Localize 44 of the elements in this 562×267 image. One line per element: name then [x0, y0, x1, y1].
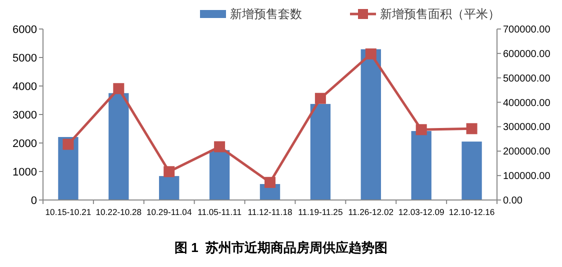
- bar: [58, 137, 78, 200]
- y2-tick-label: 500000.00: [503, 73, 551, 84]
- x-tick-label: 11.19-11.25: [298, 207, 343, 217]
- x-tick-label: 12.03-12.09: [398, 207, 444, 217]
- bar: [209, 150, 230, 200]
- y2-tick-label: 300000.00: [503, 122, 551, 134]
- y2-tick-label: 600000.00: [503, 48, 551, 60]
- bar: [310, 104, 331, 200]
- bar: [411, 131, 432, 200]
- text: 图 1 苏州市近期商品房周供应趋势图: [174, 240, 388, 255]
- x-tick-label: 10.22-10.28: [96, 207, 142, 217]
- x-tick-label: 10.15-10.21: [45, 207, 92, 217]
- x-tick-label: 11.26-12.02: [348, 207, 394, 217]
- point: [113, 83, 124, 94]
- bar: [108, 93, 129, 200]
- point: [466, 123, 478, 134]
- x-tick-label: 11.12-11.18: [248, 207, 293, 217]
- point: [164, 166, 175, 178]
- x-tick-label: 11.05-11.11: [198, 207, 242, 217]
- point: [214, 141, 226, 152]
- y2-tick-label: 0.00: [503, 196, 523, 206]
- y-tick-label: 0: [30, 194, 37, 207]
- bar: [360, 49, 381, 200]
- x-tick-label: 12.10-12.16: [448, 207, 495, 217]
- point: [264, 176, 276, 188]
- bar: [462, 142, 482, 200]
- y2-tick-label: 200000.00: [503, 146, 551, 158]
- bar: [159, 176, 180, 200]
- y-tick-label: 2000: [12, 138, 37, 150]
- y2-tick-label: 700000.00: [503, 24, 551, 36]
- y2-tick-label: 100000.00: [503, 171, 551, 182]
- y-tick-label: 3000: [12, 109, 37, 122]
- legend-label: 新增预售面积（平米）: [380, 7, 500, 22]
- point: [62, 138, 74, 150]
- point: [365, 48, 376, 60]
- x-tick-label: 10.29-11.04: [146, 207, 192, 217]
- y-tick-label: 5000: [12, 52, 37, 64]
- legend-label: 新增预售套数: [230, 7, 302, 22]
- y-tick-label: 1000: [12, 166, 37, 178]
- y2-tick-label: 400000.00: [503, 98, 551, 109]
- y-tick-label: 6000: [12, 24, 37, 36]
- point: [416, 124, 427, 136]
- y-tick-label: 4000: [12, 80, 37, 93]
- point: [314, 92, 326, 104]
